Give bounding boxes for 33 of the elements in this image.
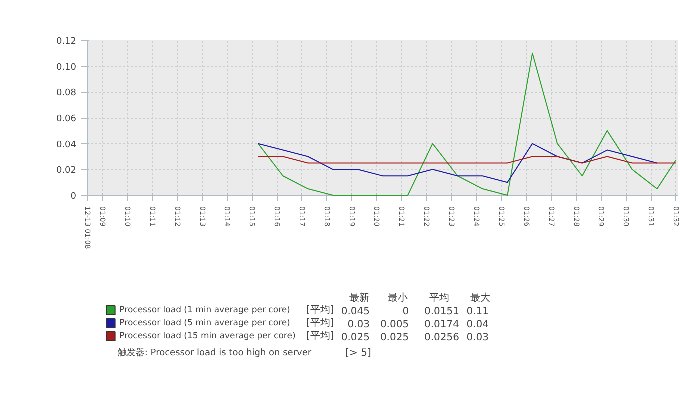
- line-series: [258, 52, 676, 196]
- legend-label: Processor load (15 min average per core): [120, 332, 296, 342]
- text: 0.025: [341, 332, 370, 344]
- text: [平均]: [306, 317, 334, 329]
- legend-label: Processor load (5 min average per core): [120, 318, 290, 328]
- text: [> 5]: [346, 348, 372, 359]
- text: 0.03: [348, 320, 370, 330]
- text: 0.0174: [424, 320, 460, 330]
- y-tick-label: 0.10: [56, 62, 77, 73]
- legend-label: Processor load (1 min average per core): [120, 306, 290, 316]
- text: 0.04: [466, 320, 490, 330]
- line-series: [258, 143, 658, 184]
- y-tick-label: 0.06: [56, 114, 77, 124]
- text: 触发器: Processor load is too high on server: [118, 348, 312, 358]
- y-tick-label: 0.08: [56, 88, 77, 99]
- text: 0.045: [341, 306, 370, 318]
- text: [平均]: [306, 330, 334, 342]
- text: [平均]: [306, 304, 334, 316]
- text: 0.03: [466, 332, 490, 344]
- text: 0.0151: [424, 306, 460, 318]
- text: 0.11: [466, 306, 490, 318]
- text: 平均: [429, 292, 450, 304]
- text: 最新: [350, 292, 370, 304]
- text: 0: [402, 306, 410, 318]
- text: 最大: [470, 292, 490, 304]
- y-tick-label: 0.04: [56, 140, 77, 150]
- text: 0.005: [380, 320, 410, 330]
- text: 最小: [388, 292, 408, 304]
- y-tick-label: 0.12: [56, 37, 77, 47]
- text: 0.0256: [424, 332, 460, 344]
- y-tick-label: 0.02: [56, 166, 77, 176]
- y-tick-label: 0: [70, 192, 77, 202]
- text: 0.025: [380, 332, 410, 344]
